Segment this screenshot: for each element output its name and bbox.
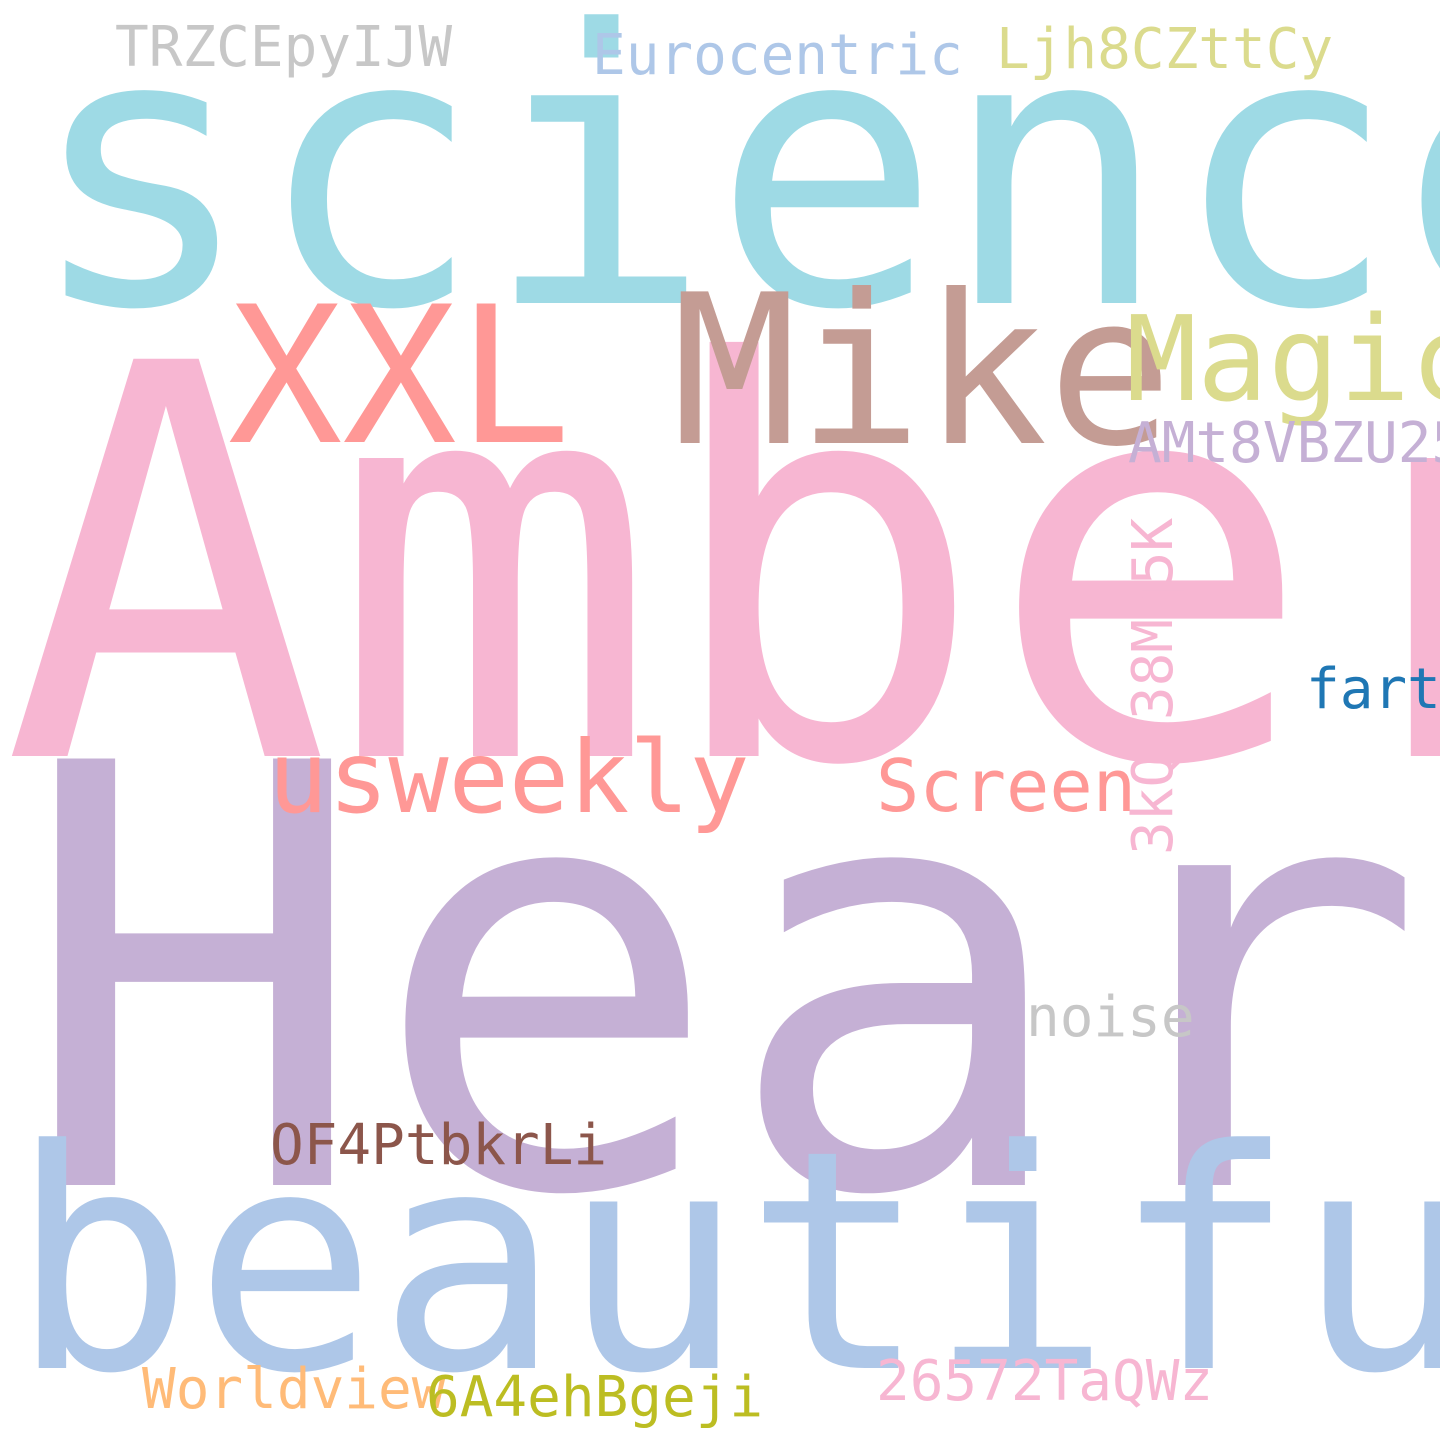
word-of4ptbkrli: OF4PtbkrLi	[270, 1113, 608, 1178]
word-fart: fart	[1306, 657, 1440, 722]
word-6a4ehbgeji: 6A4ehBgeji	[426, 1365, 764, 1430]
word-worldview: Worldview	[142, 1357, 446, 1422]
word-mike: Mike	[672, 251, 1173, 493]
word-noise: noise	[1026, 985, 1195, 1050]
word-ljh8czttcy: Ljh8CZttCy	[996, 17, 1334, 82]
word-3kqc38mq5k: 3kQc38Mq5K	[1121, 517, 1186, 855]
word-beautiful: beautiful	[10, 1085, 1440, 1440]
word-science: science	[26, 0, 1440, 393]
word-usweekly: usweekly	[268, 719, 750, 836]
word-eurocentric: Eurocentric	[592, 23, 963, 88]
word-trzcepyijw: TRZCEpyIJW	[115, 15, 453, 80]
word-xxl: XXL	[228, 266, 572, 487]
word-magic: Magic	[1126, 290, 1440, 428]
word-amber: Amber	[2, 250, 1440, 885]
word-amt8vbzu25: AMt8VBZU25	[1128, 411, 1440, 476]
word-26572taqwz: 26572TaQWz	[876, 1349, 1214, 1414]
word-screen: Screen	[876, 744, 1137, 828]
word-heard: Heard	[18, 642, 1440, 1323]
